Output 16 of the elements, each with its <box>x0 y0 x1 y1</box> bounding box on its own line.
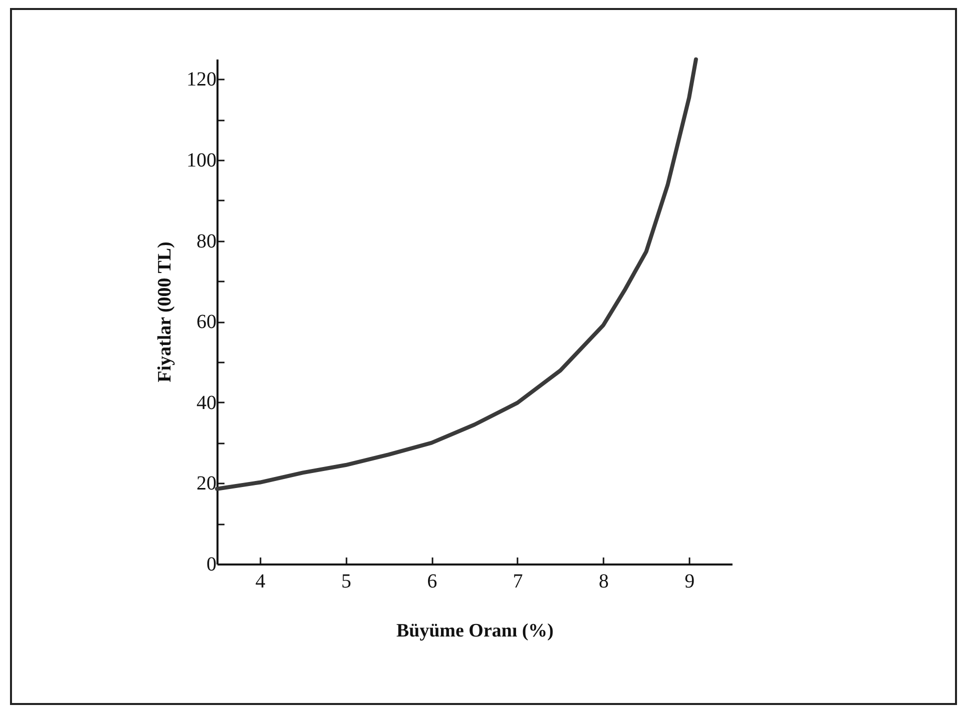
y-tick-label: 20 <box>196 472 216 495</box>
y-tick-label: 60 <box>196 311 216 334</box>
x-tick-label: 6 <box>427 570 438 592</box>
x-tick-label: 9 <box>684 570 695 592</box>
y-tick-label: 40 <box>196 392 216 414</box>
x-tick-label: 8 <box>598 570 609 592</box>
x-tick-label: 4 <box>255 570 266 592</box>
y-axis-title: Fiyatlar (000 TL) <box>154 242 176 382</box>
y-tick-label: 120 <box>186 68 216 91</box>
x-axis-title: Büyüme Oranı (%) <box>396 620 554 642</box>
y-tick-label: 80 <box>196 230 216 252</box>
x-tick-label: 5 <box>341 570 352 592</box>
x-tick-label: 7 <box>512 570 523 592</box>
line-series <box>215 57 698 491</box>
y-tick-label: 0 <box>206 554 216 576</box>
y-tick-label: 100 <box>186 150 216 172</box>
